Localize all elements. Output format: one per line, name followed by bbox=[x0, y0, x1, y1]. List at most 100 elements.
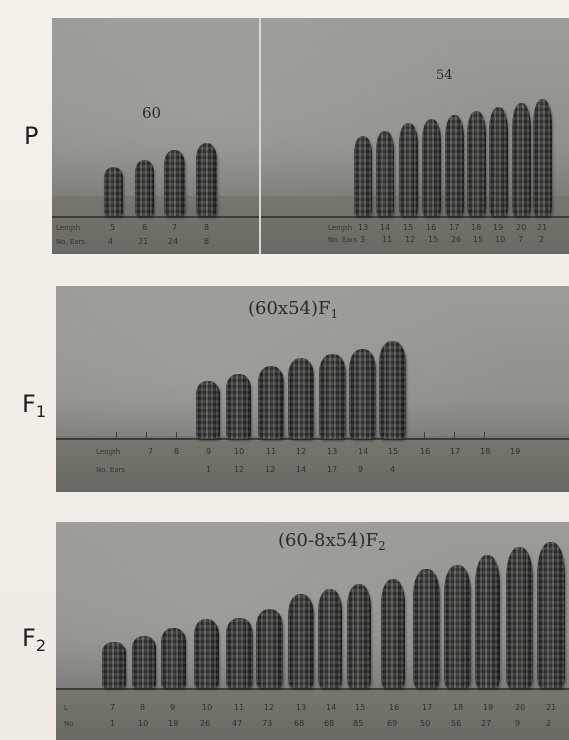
label-f2: F2 bbox=[22, 626, 46, 658]
length-value: 15 bbox=[355, 703, 366, 712]
ear bbox=[506, 547, 533, 688]
ear bbox=[445, 115, 464, 216]
ear bbox=[256, 609, 283, 688]
count-value: 9 bbox=[358, 465, 364, 474]
label-f1: F1 bbox=[22, 392, 46, 424]
panel-f1-title-sub: 1 bbox=[330, 307, 339, 321]
length-value: 21 bbox=[546, 703, 557, 712]
length-value: 9 bbox=[206, 447, 212, 456]
ear bbox=[288, 358, 314, 439]
ear bbox=[376, 131, 394, 216]
row-label-length: L bbox=[64, 704, 68, 712]
panel-f2-title-sub: 2 bbox=[378, 539, 386, 553]
right-number: 54 bbox=[436, 68, 453, 83]
length-value: 17 bbox=[422, 703, 433, 712]
length-value: 20 bbox=[515, 703, 526, 712]
ear bbox=[349, 349, 376, 439]
length-value: 19 bbox=[483, 703, 494, 712]
baseline bbox=[52, 216, 569, 218]
length-value: 18 bbox=[471, 223, 482, 232]
count-value: 2 bbox=[546, 719, 552, 728]
ear bbox=[512, 103, 531, 216]
panel-f2-title-text: (60-8x54)F bbox=[278, 530, 379, 551]
ear bbox=[164, 150, 185, 216]
row-label-count: No. bbox=[64, 720, 76, 728]
panel-f1-title: (60x54)F1 bbox=[248, 298, 338, 321]
ear bbox=[537, 542, 565, 688]
length-value: 7 bbox=[148, 447, 154, 456]
row-label-count: No. Ears bbox=[96, 466, 126, 474]
tick bbox=[454, 432, 455, 440]
ear bbox=[444, 565, 471, 688]
panel-parents: 60 54 Length No. Ears 5 6 7 8 4 21 24 8 … bbox=[52, 18, 569, 254]
ear bbox=[422, 119, 441, 216]
ear bbox=[196, 381, 220, 439]
tick bbox=[484, 432, 485, 440]
count-value: 10 bbox=[138, 719, 149, 728]
count-value: 73 bbox=[262, 719, 273, 728]
count-value: 1 bbox=[110, 719, 116, 728]
row-label-count: No. Ears bbox=[56, 238, 86, 246]
count-value: 3 bbox=[360, 235, 366, 244]
length-value: 20 bbox=[516, 223, 527, 232]
tick bbox=[424, 432, 425, 440]
length-value: 13 bbox=[296, 703, 307, 712]
count-value: 27 bbox=[481, 719, 492, 728]
panel-f2-title: (60-8x54)F2 bbox=[278, 530, 386, 553]
count-value: 50 bbox=[420, 719, 431, 728]
count-value: 68 bbox=[324, 719, 335, 728]
length-value: 5 bbox=[110, 223, 116, 232]
length-value: 16 bbox=[389, 703, 400, 712]
length-value: 11 bbox=[234, 703, 245, 712]
ear bbox=[161, 628, 186, 688]
ear bbox=[226, 374, 251, 439]
row-label-length: Length bbox=[96, 448, 121, 456]
count-value: 26 bbox=[200, 719, 211, 728]
length-value: 15 bbox=[388, 447, 399, 456]
tick bbox=[116, 432, 117, 440]
length-value: 17 bbox=[449, 223, 460, 232]
length-value: 14 bbox=[380, 223, 391, 232]
count-value: 4 bbox=[390, 465, 396, 474]
length-value: 6 bbox=[142, 223, 148, 232]
length-value: 14 bbox=[326, 703, 337, 712]
ear bbox=[318, 589, 342, 688]
ear bbox=[288, 594, 314, 688]
count-value: 21 bbox=[138, 237, 149, 246]
length-value: 12 bbox=[296, 447, 307, 456]
count-value: 56 bbox=[451, 719, 462, 728]
ear bbox=[533, 99, 552, 216]
count-value: 85 bbox=[353, 719, 364, 728]
ear bbox=[381, 579, 405, 688]
baseline bbox=[56, 438, 569, 440]
count-value: 2 bbox=[539, 235, 545, 244]
ear bbox=[347, 584, 371, 688]
ear bbox=[132, 636, 156, 688]
count-value: 9 bbox=[515, 719, 521, 728]
label-f2-text: F bbox=[22, 624, 36, 652]
ear bbox=[319, 354, 346, 439]
row-label-count: No. Ears bbox=[328, 236, 358, 244]
ear bbox=[399, 123, 418, 216]
length-value: 12 bbox=[264, 703, 275, 712]
label-p-text: P bbox=[24, 122, 39, 150]
count-value: 4 bbox=[108, 237, 114, 246]
length-value: 10 bbox=[234, 447, 245, 456]
ear bbox=[379, 341, 406, 439]
label-p: P bbox=[24, 124, 38, 148]
label-f1-text: F bbox=[22, 390, 36, 418]
count-value: 12 bbox=[265, 465, 276, 474]
length-value: 13 bbox=[358, 223, 369, 232]
count-value: 69 bbox=[387, 719, 398, 728]
count-value: 26 bbox=[451, 235, 462, 244]
length-value: 15 bbox=[403, 223, 414, 232]
count-value: 47 bbox=[232, 719, 243, 728]
length-value: 21 bbox=[537, 223, 548, 232]
length-value: 11 bbox=[266, 447, 277, 456]
length-value: 8 bbox=[204, 223, 210, 232]
row-label-length: Length bbox=[56, 224, 81, 232]
count-value: 68 bbox=[294, 719, 305, 728]
ear bbox=[467, 111, 486, 216]
label-f1-sub: 1 bbox=[35, 402, 46, 421]
count-value: 8 bbox=[204, 237, 210, 246]
